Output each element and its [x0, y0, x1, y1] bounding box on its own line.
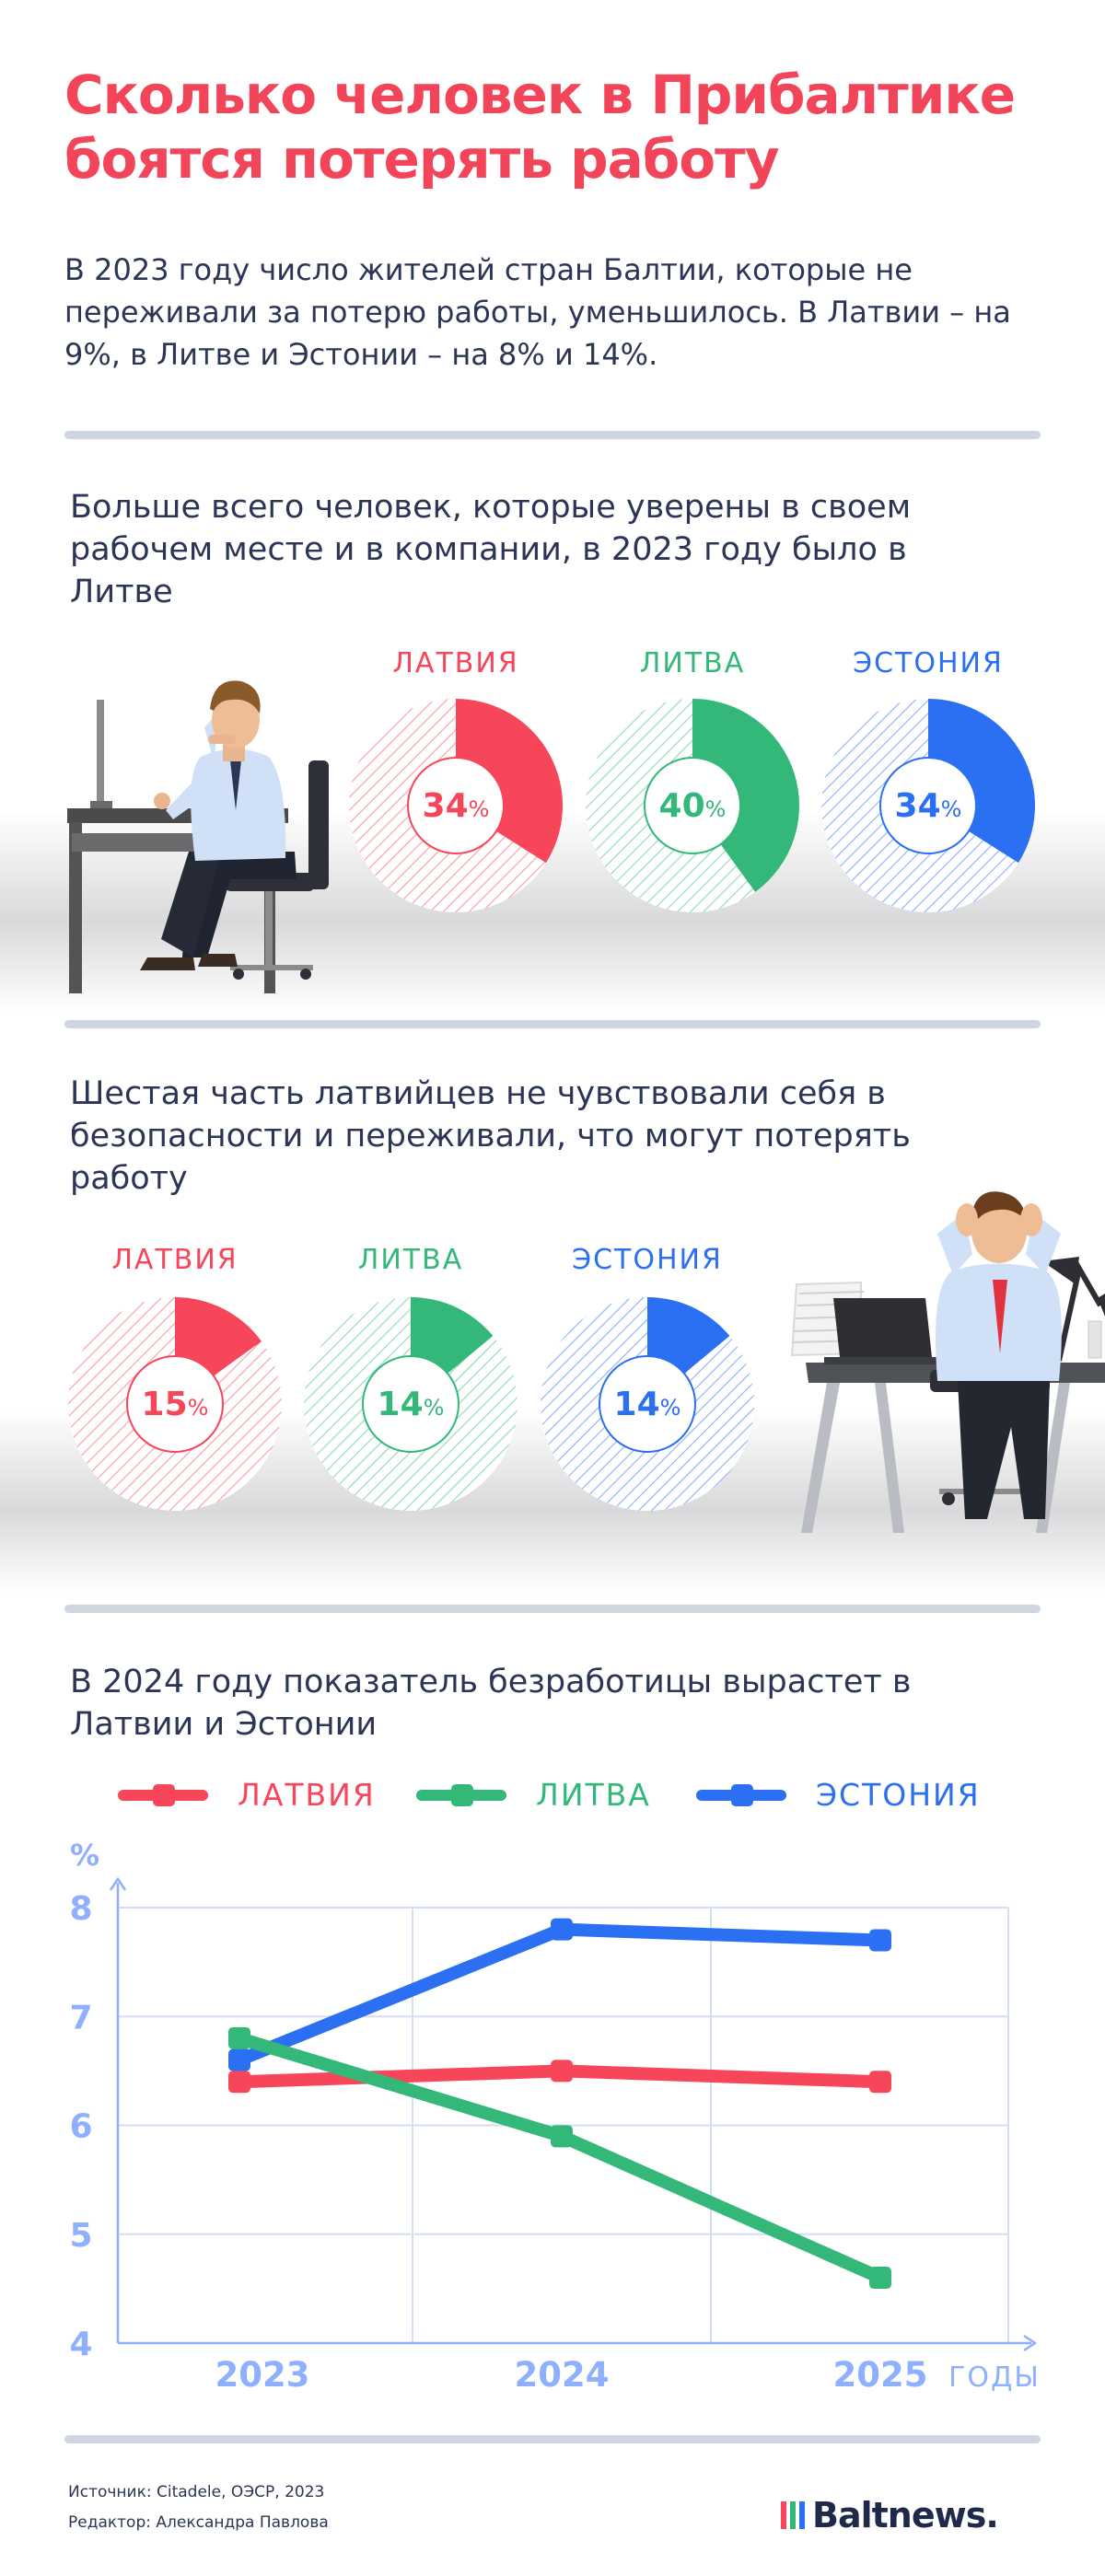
logo-text: Baltnews. [812, 2495, 999, 2535]
divider [64, 2435, 1041, 2443]
legend-item-lithuania: ЛИТВА [416, 1777, 651, 1813]
series-point-latvia [869, 2071, 891, 2094]
series-point-latvia [551, 2060, 573, 2083]
divider [64, 431, 1041, 439]
pie-latvia-label: ЛАТВИЯ [111, 1244, 238, 1276]
x-tick-label: 2024 [515, 2355, 610, 2395]
unemployment-line-chart: 4 5 6 7 8% 2023 2024 2025 ГОДЫ [69, 1838, 1041, 2395]
page-title: Сколько человек в Прибалтике боятся поте… [64, 64, 1016, 191]
pie-latvia-center [126, 1355, 224, 1453]
pie-lithuania-value: 14% [378, 1386, 445, 1423]
section3-text: В 2024 году показатель безработицы вырас… [70, 1664, 912, 1743]
pie-lithuania-center [644, 757, 741, 854]
divider [64, 1020, 1041, 1028]
y-tick-label: 4 [69, 2326, 92, 2363]
legend-item-estonia: ЭСТОНИЯ [696, 1777, 981, 1813]
pie-estonia-center [599, 1355, 696, 1453]
x-tick-label: 2023 [215, 2355, 310, 2395]
series-line-estonia [233, 1922, 887, 2067]
series-point-lithuania [228, 2026, 250, 2049]
pie-lithuania-slice [692, 699, 799, 892]
pie-lithuania-value: 40% [659, 787, 727, 825]
x-axis-label: ГОДЫ [948, 2361, 1041, 2394]
y-axis-label: % [70, 1838, 99, 1873]
series-point-latvia [228, 2071, 250, 2094]
pie-latvia-label: ЛАТВИЯ [392, 647, 518, 679]
section2-text: Шестая часть латвийцев не чувствовали се… [70, 1075, 911, 1197]
series-point-lithuania [551, 2125, 573, 2148]
section1-text: Больше всего человек, которые уверены в … [70, 489, 912, 610]
series-point-estonia [869, 1929, 891, 1952]
pie-estonia-value: 14% [614, 1386, 681, 1423]
y-tick-label: 7 [69, 1999, 92, 2036]
y-tick-label: 8 [69, 1890, 92, 1928]
pie-latvia-center [407, 757, 505, 854]
pie-lithuania-label: ЛИТВА [358, 1244, 463, 1276]
legend-swatch [696, 1783, 786, 1806]
x-axis-arrow-icon [1023, 2334, 1038, 2352]
legend-swatch [118, 1783, 208, 1806]
x-tick-label: 2025 [833, 2355, 928, 2395]
legend-swatch [416, 1783, 506, 1806]
logo-bars-icon [781, 2501, 805, 2529]
pie-estonia-center [879, 757, 977, 854]
y-axis-arrow-icon [109, 1876, 127, 1891]
pie-estonia-label: ЭСТОНИЯ [572, 1244, 723, 1276]
pie-lithuania-label: ЛИТВА [640, 647, 745, 679]
pie-latvia-value: 34% [423, 787, 490, 825]
editor-note: Редактор: Александра Павлова [68, 2513, 329, 2532]
series-point-lithuania [869, 2267, 891, 2290]
legend-label: ЛИТВА [536, 1777, 651, 1813]
pie-charts-section2: 15% ЛАТВИЯ 14% ЛИТВА 14% ЭСТОНИЯ [68, 1244, 754, 1511]
chart-legend: ЛАТВИЯ ЛИТВА ЭСТОНИЯ [0, 1777, 1105, 1823]
y-tick-label: 5 [69, 2217, 92, 2255]
pie-latvia-value: 15% [142, 1386, 209, 1423]
baltnews-logo[interactable]: Baltnews. [781, 2495, 999, 2535]
lead-paragraph: В 2023 году число жителей стран Балтии, … [64, 252, 1011, 372]
divider [64, 1605, 1041, 1613]
series-point-estonia [228, 2048, 250, 2071]
series-point-estonia [551, 1918, 573, 1941]
legend-label: ЭСТОНИЯ [816, 1777, 981, 1813]
pie-estonia-label: ЭСТОНИЯ [853, 647, 1004, 679]
legend-label: ЛАТВИЯ [238, 1777, 376, 1813]
source-note: Источник: Citadele, ОЭСР, 2023 [68, 2483, 325, 2501]
y-tick-label: 6 [69, 2108, 92, 2146]
pie-lithuania-center [362, 1355, 459, 1453]
legend-item-latvia: ЛАТВИЯ [118, 1777, 376, 1813]
